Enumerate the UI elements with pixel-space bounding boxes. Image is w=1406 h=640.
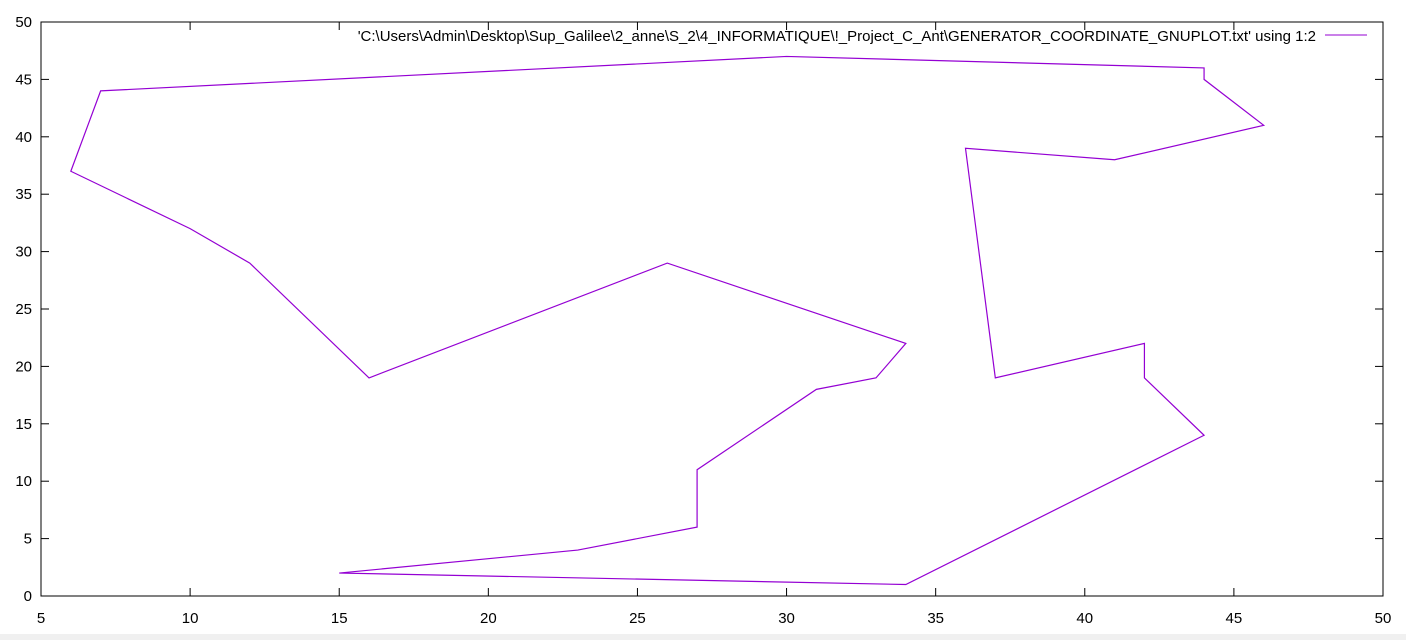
y-tick-label: 50 (15, 14, 32, 31)
y-tick-label: 45 (15, 71, 32, 88)
y-tick-label: 10 (15, 473, 32, 490)
y-tick-label: 5 (24, 531, 32, 548)
x-tick-label: 20 (480, 610, 497, 627)
series-layer (70, 55, 1266, 586)
x-tick-label: 10 (182, 610, 199, 627)
legend-label: 'C:\Users\Admin\Desktop\Sup_Galilee\2_an… (358, 28, 1316, 45)
y-tick-label: 35 (15, 186, 32, 203)
series-line (70, 55, 1266, 586)
y-tick-label: 15 (15, 416, 32, 433)
y-tick-label: 0 (24, 588, 32, 605)
x-tick-label: 45 (1226, 610, 1243, 627)
legend: 'C:\Users\Admin\Desktop\Sup_Galilee\2_an… (358, 28, 1367, 45)
y-tick-label: 40 (15, 129, 32, 146)
x-tick-label: 15 (331, 610, 348, 627)
x-tick-label: 30 (778, 610, 795, 627)
x-tick-label: 40 (1076, 610, 1093, 627)
y-tick-label: 25 (15, 301, 32, 318)
y-tick-label: 20 (15, 358, 32, 375)
y-tick-label: 30 (15, 244, 32, 261)
x-tick-label: 50 (1375, 610, 1392, 627)
x-tick-label: 35 (927, 610, 944, 627)
plot-border (40, 21, 1384, 597)
x-tick-label: 5 (37, 610, 45, 627)
x-tick-label: 25 (629, 610, 646, 627)
